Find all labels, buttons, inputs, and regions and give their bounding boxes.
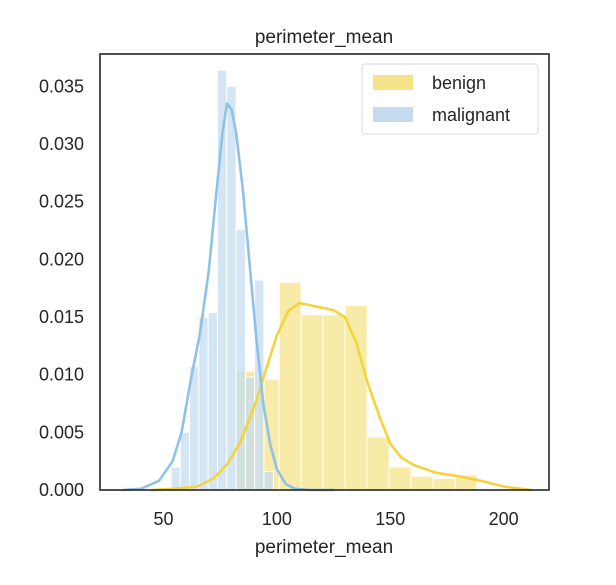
histogram-bars [170, 69, 478, 491]
histogram-bar-benign-9 [432, 477, 456, 491]
x-axis-ticks: 50 100 150 200 [153, 509, 518, 529]
legend-swatch-benign [373, 75, 413, 90]
kde-line-benign [150, 301, 533, 492]
y-tick-label: 0.025 [39, 192, 84, 212]
y-tick-label: 0.010 [39, 365, 84, 385]
y-tick-label: 0.035 [39, 76, 84, 96]
x-tick-label: 50 [153, 509, 173, 529]
histogram-bar-benign-2 [278, 281, 302, 491]
histogram-bar-benign-3 [300, 314, 324, 491]
histogram-bar-malignant-4 [207, 311, 218, 491]
histogram-bar-benign-8 [410, 475, 434, 491]
legend-swatch-malignant [373, 107, 413, 122]
kde-curves [121, 102, 533, 492]
histogram-bar-malignant-10 [263, 471, 274, 491]
histogram-bar-malignant-1 [179, 431, 191, 491]
plot-frame [99, 53, 550, 491]
x-tick-label: 100 [262, 509, 292, 529]
y-tick-label: 0.015 [39, 307, 84, 327]
histogram-bar-malignant-3 [198, 316, 209, 491]
histogram-bar-malignant-0 [170, 466, 181, 491]
kde-line-malignant [121, 102, 335, 492]
histogram-bar-benign-4 [322, 314, 346, 491]
histogram-bar-benign-6 [366, 436, 390, 491]
x-tick-label: 150 [375, 509, 405, 529]
histogram-bar-malignant-8 [244, 376, 256, 491]
y-tick-label: 0.005 [39, 422, 84, 442]
y-tick-label: 0.000 [39, 480, 84, 500]
histogram-bar-malignant-6 [226, 85, 237, 491]
y-tick-label: 0.030 [39, 134, 84, 154]
y-tick-label: 0.020 [39, 249, 84, 269]
histogram-bar-benign-7 [388, 466, 412, 491]
legend: benign malignant [361, 63, 539, 135]
x-tick-label: 200 [489, 509, 519, 529]
legend-label-benign: benign [432, 73, 486, 93]
y-axis-ticks: 0.000 0.005 0.010 0.015 0.020 0.025 0.030 0.035 [39, 76, 84, 500]
histogram-bar-malignant-7 [235, 228, 246, 491]
legend-label-malignant: malignant [432, 105, 510, 125]
chart-title: perimeter_mean [255, 27, 393, 48]
x-axis-label: perimeter_mean [255, 537, 393, 558]
histogram-bar-benign-5 [344, 304, 368, 491]
